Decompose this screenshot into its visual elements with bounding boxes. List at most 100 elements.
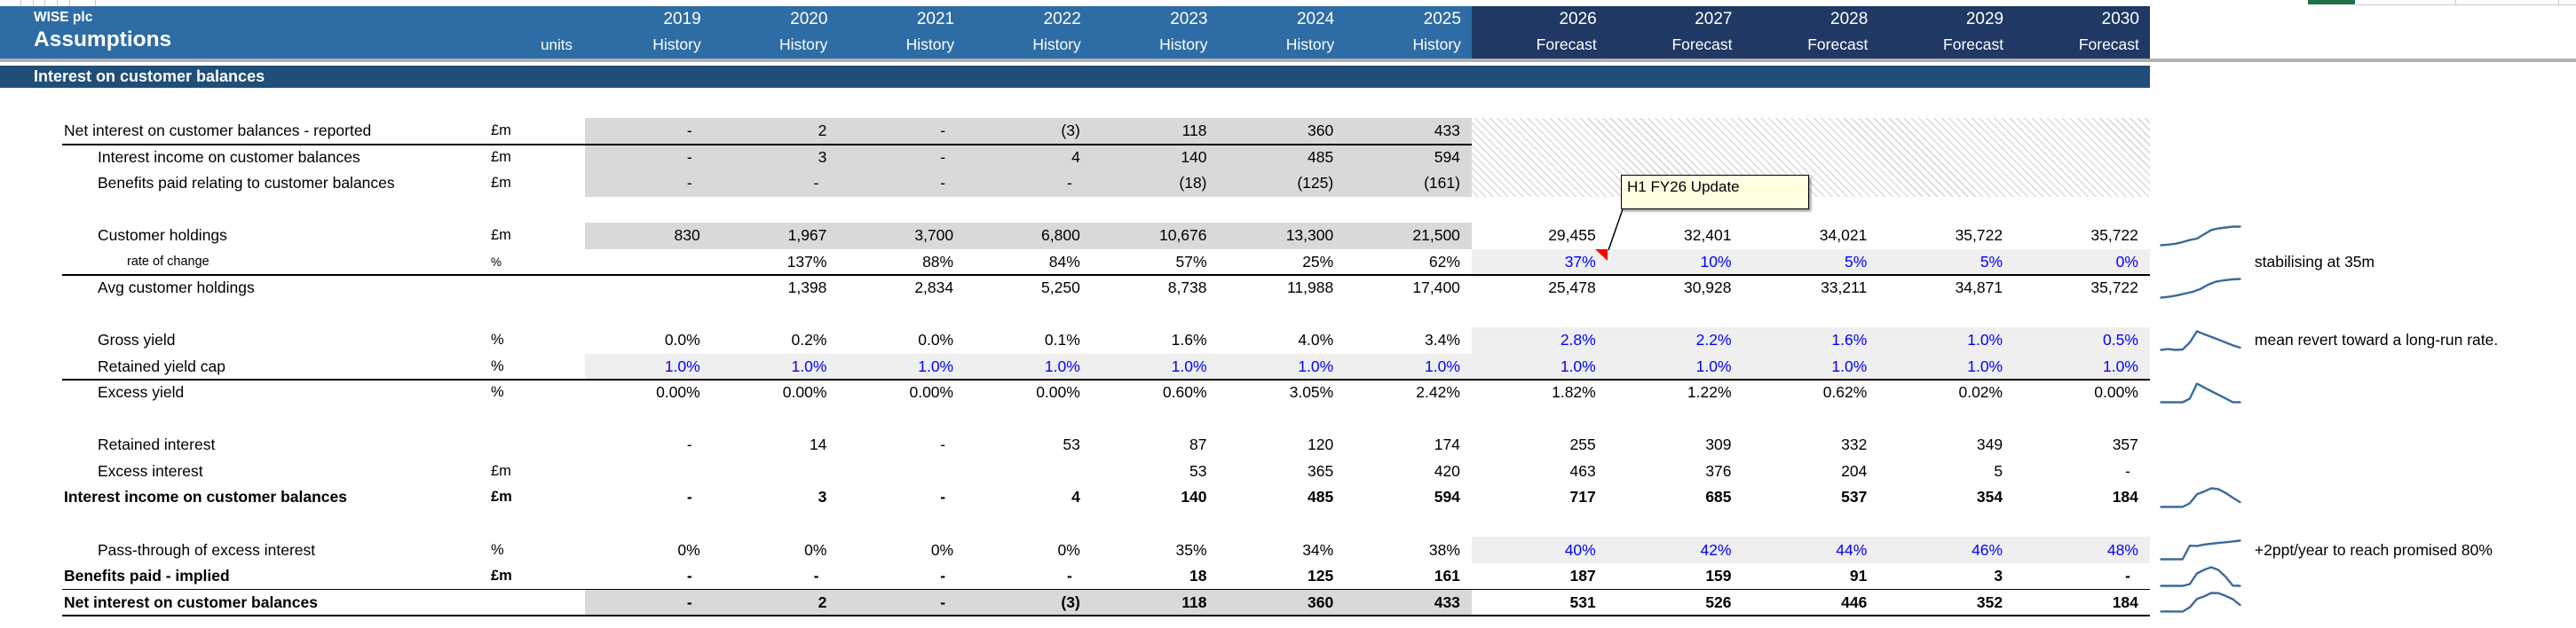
cell-2028[interactable]: 0.62% — [1822, 383, 1868, 402]
cell-2029[interactable]: 349 — [1976, 436, 2003, 454]
cell-2019[interactable]: - — [686, 567, 692, 585]
cell-2026[interactable]: 463 — [1569, 461, 1596, 480]
cell-2019[interactable]: 1.0% — [585, 353, 712, 381]
row-label[interactable]: Customer holdings — [98, 226, 227, 245]
cell-2026[interactable]: 187 — [1569, 567, 1596, 585]
cell-2026[interactable]: 717 — [1569, 488, 1596, 506]
cell-2019[interactable]: - — [585, 118, 712, 145]
cell-2023[interactable]: 118 — [1091, 589, 1219, 616]
cell-2023[interactable]: 18 — [1189, 567, 1207, 585]
cell-2019[interactable]: 0.0% — [664, 331, 700, 349]
row-label[interactable]: Gross yield — [98, 331, 176, 349]
cell-2027[interactable]: 159 — [1705, 567, 1732, 585]
cell-2020[interactable]: 2 — [711, 118, 839, 145]
cell-2025[interactable]: 161 — [1434, 567, 1460, 585]
cell-2026[interactable]: 25,478 — [1548, 279, 1596, 297]
cell-2027[interactable]: 32,401 — [1683, 226, 1732, 245]
cell-2021[interactable]: 0.00% — [909, 383, 954, 402]
cell-2020[interactable]: 1,398 — [787, 279, 827, 297]
cell-2022[interactable]: 53 — [1063, 436, 1080, 454]
cell-2030[interactable]: 35,722 — [2090, 279, 2138, 297]
year-header-2025[interactable]: 2025 History — [1345, 6, 1472, 59]
year-header-2021[interactable]: 2021 History — [838, 6, 966, 59]
cell-2029[interactable] — [1878, 145, 2014, 171]
cell-2029[interactable]: 0.02% — [1958, 383, 2003, 402]
cell-2027[interactable]: 2.2% — [1607, 327, 1743, 354]
cell-2020[interactable]: 137% — [786, 252, 827, 271]
cell-2028[interactable] — [1743, 145, 1879, 171]
cell-2025[interactable]: 433 — [1345, 118, 1472, 145]
cell-2021[interactable]: 0.0% — [918, 331, 954, 349]
cell-2023[interactable]: 0.60% — [1162, 383, 1207, 402]
cell-2022[interactable]: (3) — [965, 118, 1092, 145]
cell-2022[interactable]: 0% — [1057, 540, 1080, 559]
cell-2028[interactable]: 44% — [1742, 537, 1879, 563]
cell-2026[interactable]: 2.8% — [1471, 327, 1608, 354]
row-label[interactable]: Pass-through of excess interest — [98, 540, 316, 559]
cell-2020[interactable]: 0.2% — [791, 331, 827, 349]
cell-2025[interactable]: 420 — [1434, 461, 1460, 480]
cell-2020[interactable]: 14 — [809, 436, 827, 454]
cell-2026[interactable]: 29,455 — [1548, 226, 1596, 245]
cell-2019[interactable]: - — [585, 170, 712, 197]
cell-2030[interactable]: 184 — [2112, 488, 2138, 506]
cell-2022[interactable]: 0.1% — [1044, 331, 1080, 349]
cell-2029[interactable]: 35,722 — [1955, 226, 2003, 245]
row-label[interactable]: Excess yield — [98, 383, 185, 402]
cell-2025[interactable]: 594 — [1345, 144, 1472, 171]
year-header-2020[interactable]: 2020 History — [711, 6, 839, 59]
cell-2019[interactable]: - — [585, 589, 712, 616]
cell-2022[interactable]: 0.00% — [1036, 383, 1080, 402]
section-header[interactable]: Interest on customer balances — [0, 66, 2150, 88]
cell-2023[interactable]: 10,676 — [1091, 223, 1219, 249]
cell-2023[interactable]: 35% — [1175, 540, 1207, 559]
year-header-2022[interactable]: 2022 History — [965, 6, 1092, 59]
cell-2021[interactable]: - — [838, 589, 966, 616]
cell-2026[interactable]: 37% — [1471, 248, 1608, 276]
cell-2019[interactable] — [585, 459, 712, 485]
cell-2030[interactable]: 0.00% — [2094, 383, 2138, 402]
cell-2019[interactable]: - — [686, 436, 692, 454]
cell-2021[interactable]: - — [838, 170, 966, 197]
cell-2019[interactable]: - — [585, 144, 712, 171]
year-header-2024[interactable]: 2024 History — [1218, 6, 1346, 59]
cell-2024[interactable]: 25% — [1302, 252, 1334, 271]
cell-2025[interactable]: 21,500 — [1345, 223, 1472, 249]
cell-2027[interactable]: 1.22% — [1687, 383, 1732, 402]
cell-2023[interactable]: 140 — [1181, 488, 1207, 506]
cell-2029[interactable]: 1.0% — [1878, 327, 2015, 354]
cell-2027[interactable]: 10% — [1607, 248, 1743, 276]
row-label[interactable]: Avg customer holdings — [98, 279, 255, 297]
cell-2029[interactable]: 5% — [1878, 248, 2015, 276]
cell-2029[interactable]: 1.0% — [1878, 353, 2015, 381]
cell-2030[interactable]: 1.0% — [2014, 353, 2150, 381]
cell-2030[interactable]: 0.5% — [2014, 327, 2150, 354]
cell-2023[interactable]: 1.6% — [1171, 331, 1207, 349]
cell-2020[interactable]: 2 — [711, 589, 839, 616]
cell-2024[interactable]: 34% — [1302, 540, 1334, 559]
cell-2021[interactable]: 88% — [922, 252, 954, 271]
cell-2030[interactable]: 0% — [2014, 248, 2150, 276]
cell-2028[interactable]: 332 — [1841, 436, 1868, 454]
cell-2020[interactable]: - — [813, 567, 819, 585]
cell-2023[interactable]: (18) — [1091, 170, 1219, 197]
cell-2028[interactable]: 34,021 — [1819, 226, 1868, 245]
cell-2019[interactable]: - — [686, 488, 692, 506]
cell-2028[interactable]: 1.6% — [1742, 327, 1879, 354]
year-header-2026[interactable]: 2026 Forecast — [1471, 6, 1608, 59]
annotation[interactable]: +2ppt/year to reach promised 80% — [2254, 540, 2493, 559]
cell-2020[interactable]: 3 — [818, 488, 827, 506]
cell-2021[interactable]: 3,700 — [838, 223, 966, 249]
cell-2023[interactable]: 87 — [1189, 436, 1207, 454]
cell-2024[interactable]: 1.0% — [1218, 353, 1346, 381]
cell-2026[interactable]: 1.82% — [1552, 383, 1596, 402]
comment-note[interactable]: H1 FY26 Update — [1621, 175, 1809, 209]
cell-2025[interactable]: 174 — [1434, 436, 1460, 454]
year-header-2029[interactable]: 2029 Forecast — [1878, 6, 2015, 59]
cell-2024[interactable]: 11,988 — [1286, 279, 1334, 297]
cell-2024[interactable]: 360 — [1218, 118, 1346, 145]
cell-2024[interactable]: 13,300 — [1218, 223, 1346, 249]
cell-2019[interactable]: 830 — [585, 223, 712, 249]
cell-2030[interactable] — [2014, 145, 2150, 171]
cell-2023[interactable]: 53 — [1189, 461, 1207, 480]
